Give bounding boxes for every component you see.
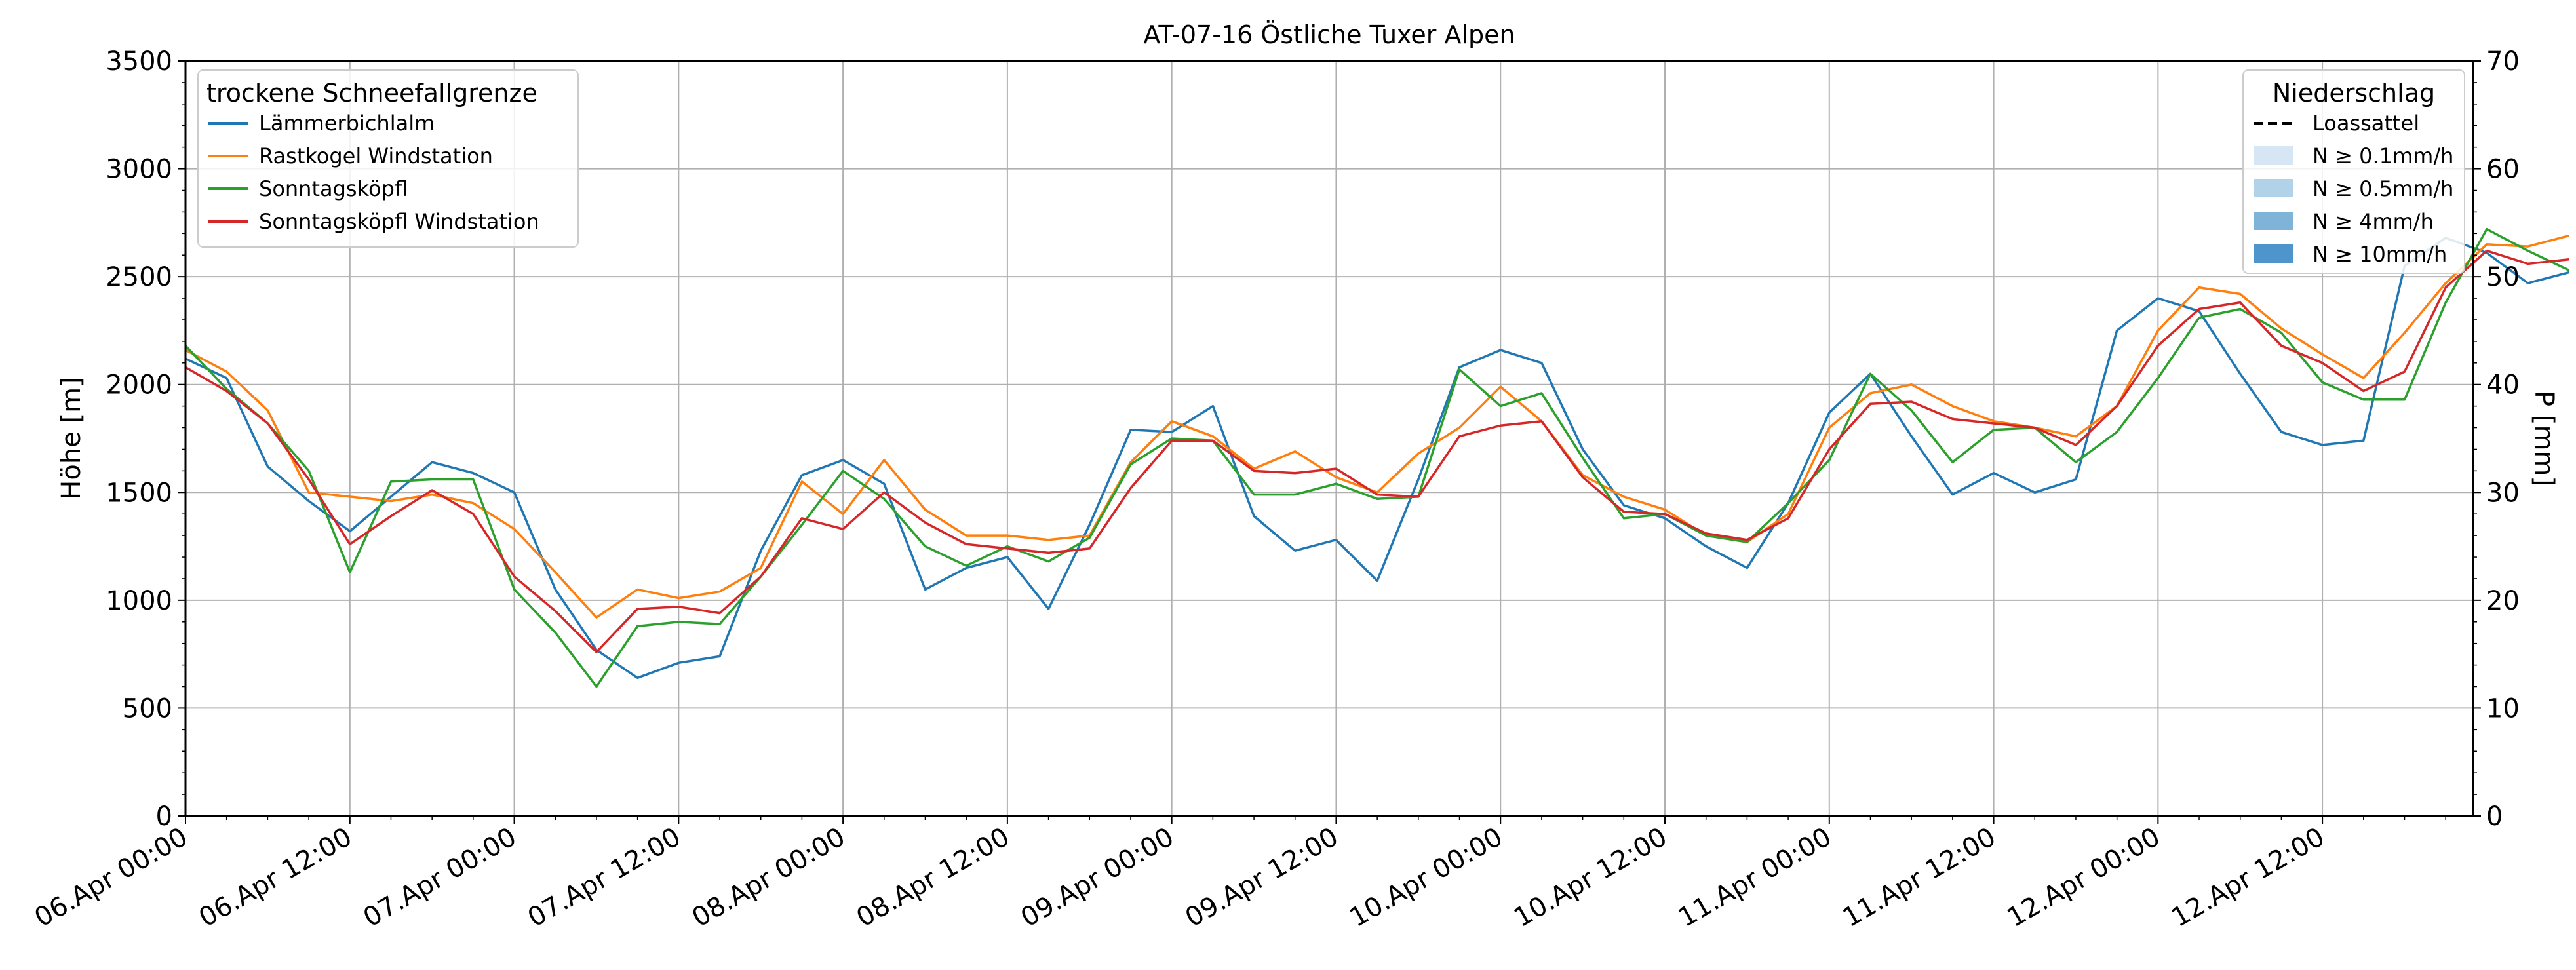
grid-lines (185, 60, 2473, 817)
y-right-tick-label: 60 (2486, 155, 2520, 185)
legend-snowline-title: trockene Schneefallgrenze (206, 79, 537, 107)
y-axis-label: Höhe [m] (56, 377, 87, 499)
y-tick-label: 3500 (106, 47, 172, 77)
x-tick-label: 07.Apr 00:00 (359, 822, 522, 933)
legend-label: N ≥ 4mm/h (2313, 209, 2434, 234)
y-tick-label: 3000 (106, 155, 172, 185)
y-tick-label: 2500 (106, 262, 172, 292)
legend-swatch (2254, 212, 2293, 230)
x-tick-label: 12.Apr 12:00 (2166, 822, 2330, 933)
legend-precipitation-title: Niederschlag (2273, 79, 2435, 107)
legend-snowline-box (197, 69, 579, 248)
y-right-tick-label: 40 (2486, 370, 2520, 400)
x-tick-label: 12.Apr 00:00 (2002, 822, 2165, 933)
x-tick-label: 09.Apr 12:00 (1181, 822, 1344, 933)
y-right-tick-label: 10 (2486, 693, 2520, 724)
y-tick-label: 1500 (106, 478, 172, 508)
y-axis-right-label: P [mm] (2529, 391, 2559, 486)
legend-label: Sonntagsköpfl (259, 176, 408, 201)
legend-label: Rastkogel Windstation (259, 144, 493, 168)
legend-swatch (2254, 244, 2293, 263)
x-tick-label: 11.Apr 12:00 (1838, 822, 2001, 933)
plot-frame (184, 60, 2474, 817)
legend-swatch (2254, 179, 2293, 197)
legend-label: N ≥ 0.5mm/h (2313, 176, 2453, 201)
series-line-2 (184, 227, 2570, 688)
x-tick-label: 09.Apr 00:00 (1016, 822, 1179, 933)
legend-label: N ≥ 0.1mm/h (2313, 144, 2453, 168)
legend-precipitation: Niederschlag Loassattel N ≥ 0.1mm/h N ≥ 0.… (2242, 69, 2465, 274)
y-right-tick-label: 70 (2486, 47, 2520, 77)
series-line-1 (185, 234, 2569, 619)
legend-label: Lämmerbichlalm (259, 111, 435, 136)
y-axis-right-ticks: 0 10 20 30 40 50 60 70 (2473, 47, 2520, 832)
chart-title: AT-07-16 Östliche Tuxer Alpen (1143, 20, 1515, 49)
x-axis-ticks: 06.Apr 00:00 06.Apr 12:00 07.Apr 00:00 07.A… (29, 816, 2446, 933)
series-line-0 (185, 237, 2569, 680)
x-tick-label: 06.Apr 00:00 (29, 822, 193, 933)
legend-label: N ≥ 10mm/h (2313, 242, 2447, 267)
y-right-tick-label: 20 (2486, 586, 2520, 616)
x-tick-label: 10.Apr 12:00 (1509, 822, 1672, 933)
y-tick-label: 0 (156, 802, 172, 832)
series-lines (184, 227, 2570, 688)
x-tick-label: 08.Apr 12:00 (851, 822, 1015, 933)
y-tick-label: 2000 (106, 370, 172, 400)
y-right-tick-label: 0 (2486, 802, 2503, 832)
x-tick-label: 08.Apr 00:00 (687, 822, 850, 933)
legend-precipitation-box (2242, 69, 2465, 274)
x-tick-label: 11.Apr 00:00 (1673, 822, 1837, 933)
legend-swatch (2254, 146, 2293, 165)
y-right-tick-label: 30 (2486, 478, 2520, 508)
y-tick-label: 500 (123, 693, 172, 724)
x-tick-label: 07.Apr 12:00 (522, 822, 686, 933)
y-tick-label: 1000 (106, 586, 172, 616)
legend-label: Sonntagsköpfl Windstation (259, 209, 539, 234)
x-tick-label: 06.Apr 12:00 (194, 822, 357, 933)
x-tick-label: 10.Apr 00:00 (1344, 822, 1508, 933)
y-axis-ticks: 0 500 1000 1500 2000 2500 3000 3500 (106, 47, 185, 832)
legend-label: Loassattel (2313, 111, 2419, 136)
legend-snowline: trockene Schneefallgrenze Lämmerbichlalm… (197, 69, 579, 248)
y-right-tick-label: 50 (2486, 262, 2520, 292)
series-line-3 (185, 249, 2569, 653)
